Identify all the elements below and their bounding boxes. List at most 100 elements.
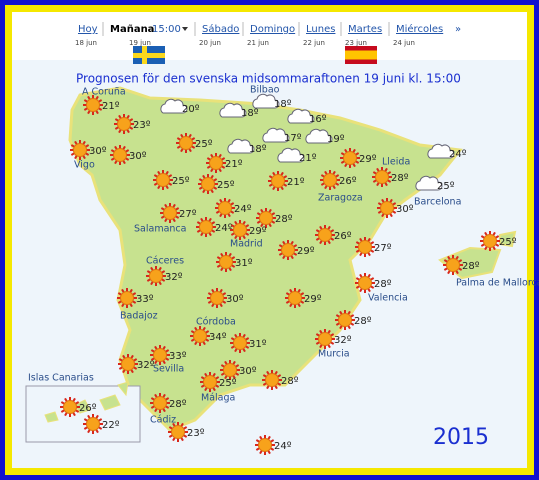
temperature: 19º (327, 134, 345, 145)
sun-disc (156, 173, 170, 187)
temperature: 28º (391, 173, 409, 184)
forecast: 19º (305, 128, 345, 145)
sun-disc (318, 332, 332, 346)
sun-disc (153, 396, 167, 410)
city-label: Murcia (318, 349, 350, 360)
sun-disc (210, 291, 224, 305)
sun-disc (219, 255, 233, 269)
sun-disc (120, 291, 134, 305)
sun-disc (163, 206, 177, 220)
sun-disc (199, 220, 213, 234)
temperature: 29º (304, 294, 322, 305)
day-date: 19 jun (129, 39, 151, 47)
temperature: 27º (374, 243, 392, 254)
forecast: 21º (206, 153, 243, 173)
sun-disc (179, 136, 193, 150)
forecast: 20º (160, 98, 200, 115)
temperature: 16º (309, 114, 327, 125)
temperature: 29º (297, 246, 315, 257)
forecast: 28º (262, 370, 299, 390)
city-label: Salamanca (134, 224, 186, 235)
sun-disc (149, 269, 163, 283)
cloud-shape (427, 143, 455, 159)
forecast: 28º (335, 310, 372, 330)
day-tab[interactable]: Lunes (306, 24, 335, 35)
sun-disc (258, 438, 272, 452)
forecast: 29º (278, 240, 315, 260)
forecast: 27º (160, 203, 197, 223)
city-label: Islas Canarias (28, 373, 94, 384)
sun-disc (358, 276, 372, 290)
day-tab[interactable]: Sábado (202, 23, 239, 35)
day-tab[interactable]: Martes (348, 24, 382, 35)
forecast: 31º (230, 333, 267, 353)
temperature: 33º (136, 294, 154, 305)
forecast: 24º (255, 435, 292, 455)
forecast: 17º (262, 127, 302, 144)
forecast: 23º (168, 422, 205, 442)
sun-disc (121, 357, 135, 371)
forecast: 25º (176, 133, 213, 153)
year: 2015 (433, 425, 489, 450)
day-tab[interactable]: Hoy (78, 24, 98, 35)
forecast: 22º (83, 414, 120, 434)
temperature: 28º (354, 316, 372, 327)
sun-disc (153, 348, 167, 362)
sun-disc (117, 117, 131, 131)
city-label: Valencia (368, 293, 408, 304)
temperature: 25º (172, 176, 190, 187)
temperature: 34º (209, 332, 227, 343)
temperature: 26º (339, 176, 357, 187)
temperature: 32º (165, 272, 183, 283)
forecast: 29º (230, 220, 267, 240)
sun-disc (233, 336, 247, 350)
city-label: Sevilla (153, 364, 184, 375)
temperature: 23º (187, 428, 205, 439)
day-tab[interactable]: Domingo (250, 24, 295, 35)
forecast: 28º (256, 208, 293, 228)
forecast: 24º (427, 143, 467, 160)
temperature: 30º (89, 146, 107, 157)
more-days[interactable]: » (455, 24, 461, 35)
sweden-flag (133, 46, 165, 64)
forecast: 28º (372, 167, 409, 187)
sun-disc (86, 98, 100, 112)
temperature: 25º (195, 139, 213, 150)
forecast: 30º (377, 198, 414, 218)
temperature: 28º (374, 279, 392, 290)
forecast: 26º (60, 397, 97, 417)
forecast: 30º (220, 360, 257, 380)
temperature: 30º (396, 204, 414, 215)
temperature: 25º (499, 237, 517, 248)
forecast: 28º (150, 393, 187, 413)
temperature: 20º (182, 104, 200, 115)
sun-disc (193, 329, 207, 343)
day-date: 22 jun (303, 39, 325, 47)
city-label: Badajoz (120, 311, 158, 322)
sun-disc (201, 177, 215, 191)
forecast: 18º (252, 93, 292, 110)
temperature: 30º (129, 151, 147, 162)
sun-disc (203, 375, 217, 389)
forecast: 28º (355, 273, 392, 293)
dropdown-arrow (182, 27, 188, 31)
sun-disc (380, 201, 394, 215)
temperature: 33º (169, 351, 187, 362)
forecast: 32º (118, 354, 155, 374)
forecast: 24º (215, 198, 252, 218)
sun-disc (358, 240, 372, 254)
temperature: 27º (179, 209, 197, 220)
time-select[interactable]: 15:00 (152, 24, 181, 35)
forecast: 33º (150, 345, 187, 365)
cloud-shape (160, 98, 188, 114)
temperature: 24º (215, 223, 233, 234)
temperature: 25º (217, 180, 235, 191)
temperature: 18º (249, 144, 267, 155)
forecast: 30º (110, 145, 147, 165)
day-tab[interactable]: Miércoles (396, 23, 443, 35)
day-tab: Mañana (110, 24, 154, 35)
cloud-shape (277, 147, 305, 163)
temperature: 32º (137, 360, 155, 371)
forecast: 25º (415, 175, 455, 192)
